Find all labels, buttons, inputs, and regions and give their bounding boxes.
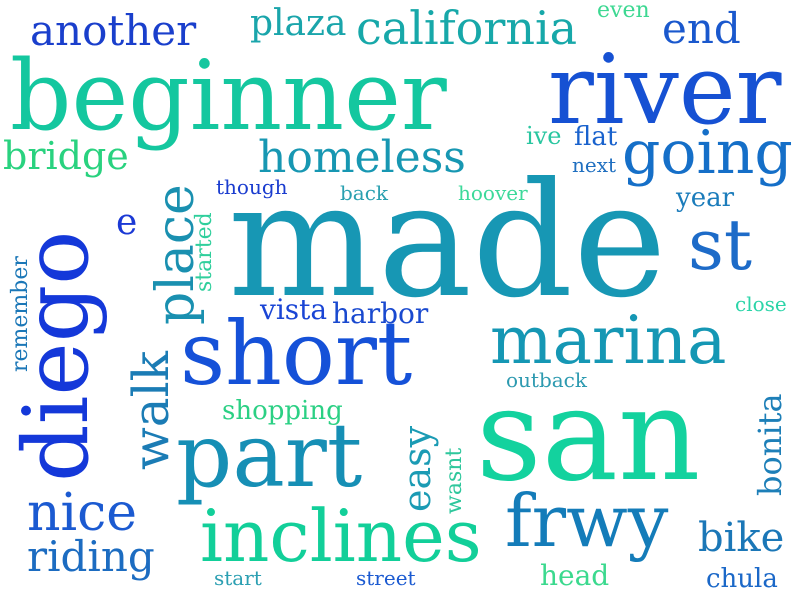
- word-started: started: [192, 212, 217, 292]
- word-going: going: [622, 118, 793, 188]
- word-close: close: [735, 292, 787, 316]
- word-ive: ive: [526, 122, 562, 150]
- word-bridge: bridge: [3, 134, 129, 178]
- word-wasnt: wasnt: [442, 447, 467, 514]
- word-outback: outback: [506, 368, 588, 392]
- word-nice: nice: [27, 483, 138, 543]
- word-st: st: [688, 204, 753, 286]
- word-even: even: [597, 0, 650, 23]
- word-short: short: [180, 302, 413, 405]
- word-though: though: [216, 175, 288, 199]
- word-e: e: [116, 202, 138, 243]
- word-chula: chula: [706, 564, 778, 594]
- word-walk: walk: [122, 351, 180, 470]
- word-next: next: [572, 153, 617, 177]
- word-marina: marina: [490, 302, 727, 379]
- word-start: start: [214, 566, 262, 590]
- word-beginner: beginner: [10, 40, 447, 152]
- word-california: california: [356, 1, 578, 55]
- word-plaza: plaza: [250, 3, 347, 44]
- word-part: part: [176, 404, 363, 507]
- word-river: river: [548, 34, 782, 146]
- word-harbor: harbor: [332, 297, 429, 330]
- word-riding: riding: [27, 532, 155, 581]
- word-san: san: [476, 361, 701, 510]
- word-inclines: inclines: [200, 494, 482, 578]
- word-year: year: [676, 183, 735, 213]
- word-street: street: [356, 566, 416, 590]
- word-bike: bike: [698, 515, 785, 561]
- word-frwy: frwy: [505, 479, 669, 563]
- word-shopping: shopping: [222, 396, 343, 426]
- word-vista: vista: [260, 293, 328, 326]
- word-another: another: [30, 6, 197, 55]
- word-head: head: [540, 559, 610, 592]
- word-bonita: bonita: [751, 393, 789, 496]
- word-flat: flat: [574, 122, 618, 152]
- word-easy: easy: [395, 425, 439, 512]
- word-back: back: [340, 181, 389, 205]
- word-end: end: [662, 4, 741, 53]
- word-homeless: homeless: [258, 132, 466, 183]
- word-made: made: [228, 149, 667, 333]
- word-hoover: hoover: [458, 181, 528, 205]
- word-remember: remember: [8, 256, 33, 372]
